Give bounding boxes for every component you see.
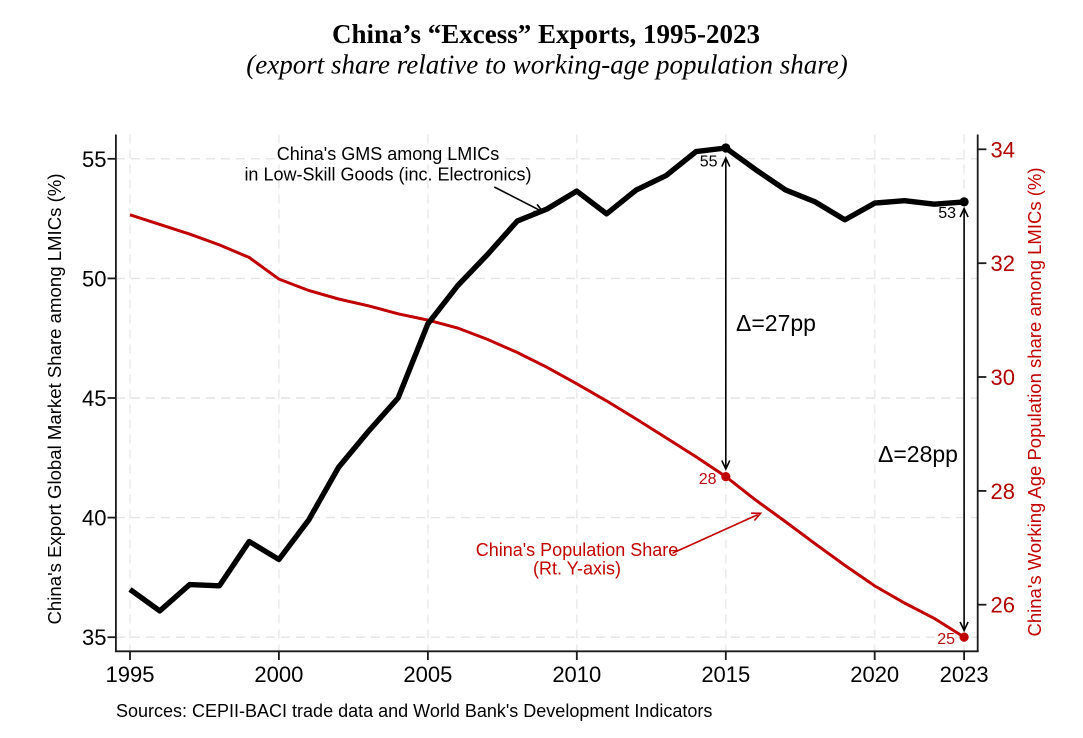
svg-text:(export share relative to work: (export share relative to working-age po… — [246, 50, 847, 80]
svg-text:1995: 1995 — [106, 662, 155, 687]
svg-text:(Rt. Y-axis): (Rt. Y-axis) — [533, 559, 621, 579]
svg-text:55: 55 — [700, 154, 718, 171]
svg-text:50: 50 — [82, 266, 106, 291]
svg-text:26: 26 — [991, 593, 1015, 618]
svg-text:45: 45 — [82, 386, 106, 411]
svg-text:55: 55 — [82, 147, 106, 172]
svg-text:Δ=28pp: Δ=28pp — [878, 441, 958, 467]
svg-text:28: 28 — [699, 471, 717, 488]
svg-text:2023: 2023 — [940, 662, 989, 687]
svg-text:China's Export Global Market S: China's Export Global Market Share among… — [44, 173, 65, 624]
svg-text:30: 30 — [991, 365, 1015, 390]
svg-text:53: 53 — [938, 205, 956, 222]
svg-text:28: 28 — [991, 479, 1015, 504]
svg-text:2005: 2005 — [403, 662, 452, 687]
svg-text:2010: 2010 — [552, 662, 601, 687]
svg-text:Sources: CEPII-BACI trade data: Sources: CEPII-BACI trade data and World… — [116, 701, 712, 721]
svg-text:China's GMS among LMICs: China's GMS among LMICs — [277, 144, 500, 164]
svg-text:35: 35 — [82, 625, 106, 650]
svg-text:China's Population Share: China's Population Share — [476, 540, 679, 560]
svg-text:25: 25 — [937, 631, 955, 648]
svg-text:2000: 2000 — [254, 662, 303, 687]
svg-text:China's Working Age Population: China's Working Age Population share amo… — [1024, 167, 1045, 636]
svg-text:Δ=27pp: Δ=27pp — [736, 310, 816, 336]
svg-text:34: 34 — [991, 137, 1015, 162]
svg-text:32: 32 — [991, 251, 1015, 276]
svg-text:China’s “Excess” Exports, 1995: China’s “Excess” Exports, 1995-2023 — [332, 19, 760, 49]
svg-text:40: 40 — [82, 506, 106, 531]
svg-text:2015: 2015 — [701, 662, 750, 687]
svg-text:2020: 2020 — [850, 662, 899, 687]
svg-text:in Low-Skill Goods (inc. Elect: in Low-Skill Goods (inc. Electronics) — [244, 165, 531, 185]
